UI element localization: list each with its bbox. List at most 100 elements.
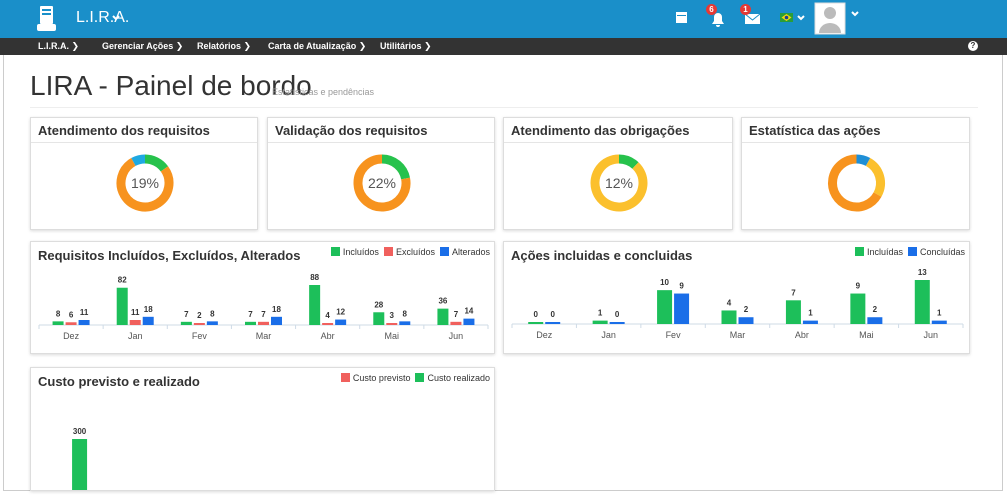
legend-label: Incluídas <box>866 247 903 257</box>
donut-chart: 22% <box>353 154 411 212</box>
bar <box>785 300 801 324</box>
bar <box>335 319 347 325</box>
bar-value-label: 14 <box>464 307 473 316</box>
page-subtitle: Estatísticas e pendências <box>272 87 375 97</box>
donut-segment <box>131 154 146 167</box>
bar-value-label: 0 <box>533 310 538 319</box>
bar <box>802 320 818 324</box>
bar-value-label: 2 <box>744 305 749 314</box>
x-tick-label: Dez <box>536 330 553 340</box>
x-tick-label: Jan <box>128 331 143 341</box>
legend-item: Alterados <box>439 247 490 257</box>
bar-value-label: 11 <box>131 308 140 317</box>
bar <box>309 285 321 325</box>
nav-item[interactable]: Utilitários ❯ <box>380 41 432 51</box>
bar-value-label: 28 <box>374 300 383 309</box>
bar-value-label: 4 <box>325 311 330 320</box>
bar-value-label: 36 <box>438 297 447 306</box>
card-title: Requisitos Incluídos, Excluídos, Alterad… <box>38 248 301 263</box>
donut-card: Estatística das ações <box>741 117 970 230</box>
bar-value-label: 88 <box>310 273 319 282</box>
bar-chart-card: Custo previsto e realizado Custo previsto… <box>30 367 495 491</box>
nav-item[interactable]: Relatórios ❯ <box>197 41 252 51</box>
help-button[interactable]: ? <box>968 41 978 51</box>
brand-chevron[interactable] <box>112 15 120 21</box>
language-flag[interactable] <box>780 13 805 22</box>
legend-item: Custo realizado <box>415 373 490 383</box>
bell-icon[interactable] <box>712 13 724 27</box>
legend-swatch <box>383 247 393 256</box>
legend-label: Alterados <box>451 247 490 257</box>
bar-value-label: 8 <box>210 309 215 318</box>
bar <box>373 312 385 325</box>
donut-center-label: 12% <box>605 175 633 191</box>
bar-value-label: 18 <box>144 305 153 314</box>
bar-value-label: 7 <box>454 310 459 319</box>
bar <box>129 320 141 325</box>
top-bar: L.I.R.A. 6 1 <box>0 0 1007 38</box>
nav-item[interactable]: L.I.R.A. ❯ <box>38 41 80 51</box>
bar-value-label: 2 <box>873 305 878 314</box>
legend-label: Custo previsto <box>352 373 411 383</box>
x-tick-label: Mai <box>385 331 400 341</box>
donut-segment <box>144 154 169 172</box>
bar-value-label: 9 <box>856 282 861 291</box>
bar-value-label: 8 <box>56 309 61 318</box>
x-tick-label: Abr <box>321 331 335 341</box>
x-tick-label: Dez <box>63 331 80 341</box>
nav-item[interactable]: Gerenciar Ações ❯ <box>102 41 184 51</box>
bar <box>674 293 690 324</box>
bar <box>931 320 947 324</box>
card-title: Atendimento das obrigações <box>511 123 690 138</box>
card-title: Atendimento dos requisitos <box>38 123 210 138</box>
bar-value-label: 4 <box>727 298 732 307</box>
bar-value-label: 7 <box>791 288 796 297</box>
bar <box>52 321 64 325</box>
x-tick-label: Jan <box>601 330 616 340</box>
page-title: LIRA - Painel de bordo <box>30 70 312 101</box>
bar <box>258 321 269 325</box>
legend-swatch <box>330 247 340 256</box>
legend-item: Excluídos <box>383 247 435 257</box>
logo[interactable] <box>37 6 56 31</box>
card-divider <box>31 142 257 143</box>
user-avatar[interactable] <box>814 2 859 35</box>
x-tick-label: Fev <box>666 330 682 340</box>
donut-card: Validação dos requisitos 22% <box>267 117 495 230</box>
donut-segment <box>353 154 411 212</box>
bar <box>437 308 449 325</box>
bar-value-label: 2 <box>197 311 202 320</box>
card-title: Estatística das ações <box>749 123 881 138</box>
donut-center-label: 22% <box>368 175 396 191</box>
message-badge: 1 <box>740 4 751 15</box>
legend-swatch <box>439 247 449 256</box>
bar <box>721 310 737 324</box>
donut-segment <box>856 154 871 167</box>
brand[interactable]: L.I.R.A. <box>76 9 130 26</box>
bar-chart: 300 <box>72 427 88 490</box>
bar-value-label: 3 <box>390 311 395 320</box>
bar <box>193 323 205 325</box>
mail-icon[interactable] <box>744 13 761 24</box>
card-divider <box>742 142 969 143</box>
legend-item: Custo previsto <box>340 373 411 383</box>
nav-bar: L.I.R.A. ❯ Gerenciar Ações ❯ Relatórios … <box>0 38 1007 55</box>
legend-swatch <box>907 247 917 256</box>
legend: Custo previsto Custo realizado <box>340 373 490 383</box>
bar-value-label: 7 <box>248 310 253 319</box>
card-divider <box>504 142 732 143</box>
calendar-icon[interactable] <box>676 12 687 23</box>
bar-chart-card: Ações incluidas e concluidas Incluídas Con… <box>503 241 970 354</box>
bar <box>322 323 334 325</box>
nav-item[interactable]: Carta de Atualização ❯ <box>268 41 367 51</box>
notification-badge: 6 <box>706 4 717 15</box>
legend-swatch <box>415 373 425 382</box>
bar-value-label: 1 <box>598 309 603 318</box>
bar <box>609 322 625 324</box>
legend: Incluídas Concluídas <box>854 247 965 257</box>
legend-label: Concluídas <box>919 247 965 257</box>
donut-chart: 12% <box>590 154 648 212</box>
bar-value-label: 8 <box>403 309 408 318</box>
bar-value-label: 12 <box>336 308 345 317</box>
